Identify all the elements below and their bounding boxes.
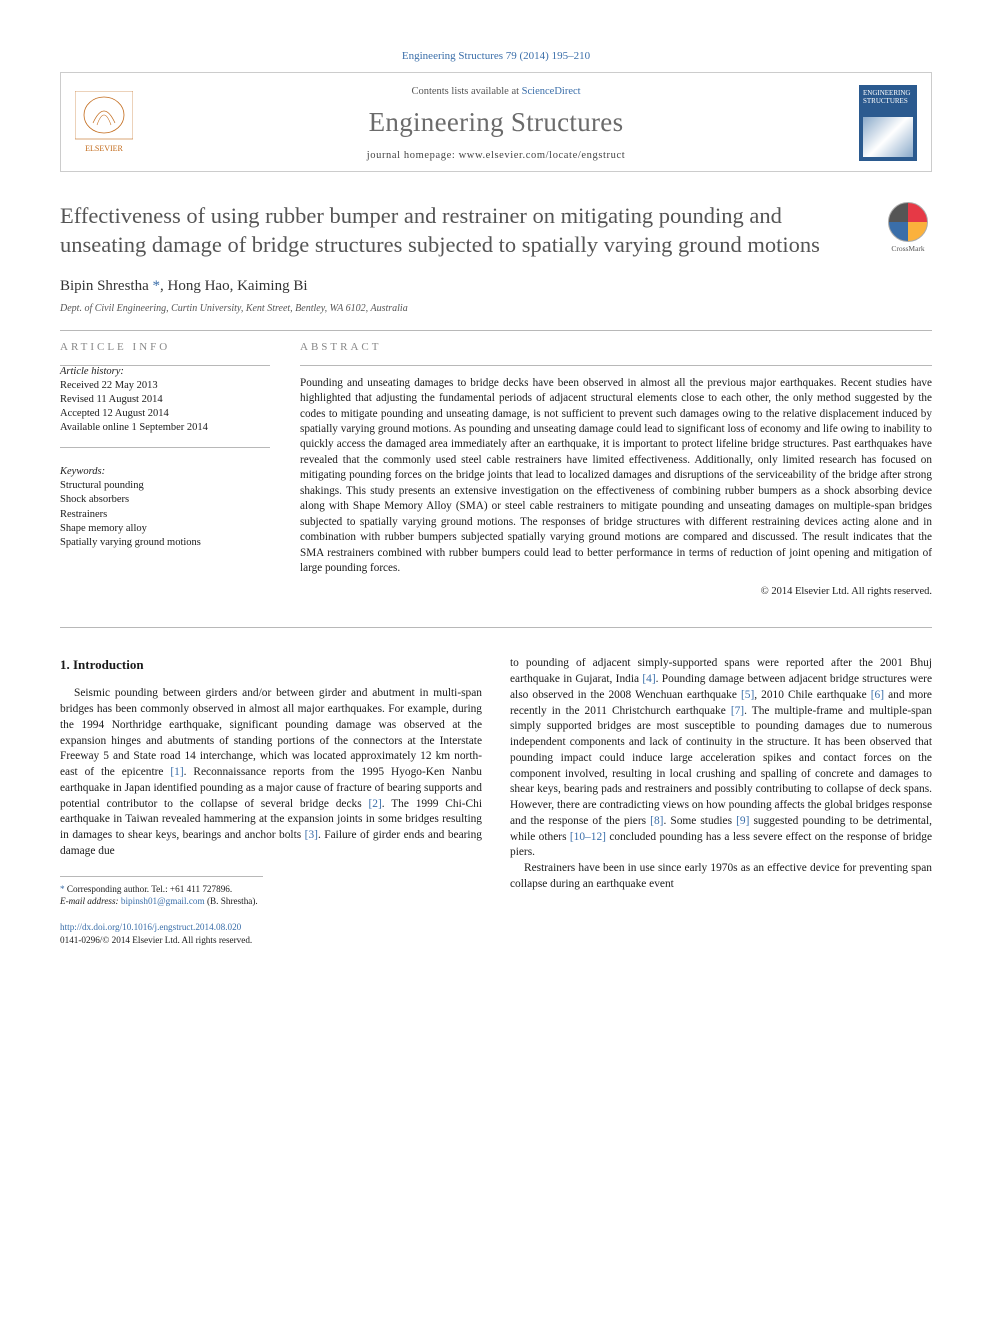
header-center: Contents lists available at ScienceDirec… (147, 86, 845, 161)
doi-block: http://dx.doi.org/10.1016/j.engstruct.20… (60, 921, 932, 947)
keywords-label: Keywords: (60, 466, 270, 477)
article-info-column: article info Article history: Received 2… (60, 341, 270, 598)
journal-header: ELSEVIER Contents lists available at Sci… (60, 72, 932, 172)
column-left: 1. Introduction Seismic pounding between… (60, 656, 482, 907)
citation-line: Engineering Structures 79 (2014) 195–210 (60, 50, 932, 62)
article-title: Effectiveness of using rubber bumper and… (60, 202, 866, 260)
ref-link[interactable]: [10–12] (570, 831, 606, 843)
keyword: Shock absorbers (60, 493, 270, 507)
ref-link[interactable]: [8] (650, 815, 663, 827)
homepage-line: journal homepage: www.elsevier.com/locat… (147, 150, 845, 161)
ref-link[interactable]: [9] (736, 815, 749, 827)
cover-image (863, 117, 913, 157)
abstract-text: Pounding and unseating damages to bridge… (300, 376, 932, 577)
history-online: Available online 1 September 2014 (60, 421, 270, 435)
issn-copyright: 0141-0296/© 2014 Elsevier Ltd. All right… (60, 935, 252, 945)
history-received: Received 22 May 2013 (60, 379, 270, 393)
divider (300, 365, 932, 366)
authors-line: Bipin Shrestha *, Hong Hao, Kaiming Bi (60, 278, 932, 295)
journal-name: Engineering Structures (147, 107, 845, 138)
history-accepted: Accepted 12 August 2014 (60, 407, 270, 421)
divider (60, 627, 932, 628)
contents-line: Contents lists available at ScienceDirec… (147, 86, 845, 97)
email-label: E-mail address: (60, 896, 121, 906)
body-paragraph: Restrainers have been in use since early… (510, 861, 932, 892)
contents-prefix: Contents lists available at (411, 86, 521, 97)
ref-link[interactable]: [5] (741, 689, 754, 701)
affiliation: Dept. of Civil Engineering, Curtin Unive… (60, 303, 932, 314)
column-right: to pounding of adjacent simply-supported… (510, 656, 932, 907)
elsevier-logo: ELSEVIER (75, 91, 133, 155)
body-columns: 1. Introduction Seismic pounding between… (60, 656, 932, 907)
crossmark-icon (888, 202, 928, 242)
corr-author-footnote: * Corresponding author. Tel.: +61 411 72… (60, 883, 263, 895)
crossmark-badge[interactable]: CrossMark (884, 202, 932, 253)
ref-link[interactable]: [4] (642, 673, 655, 685)
email-footnote: E-mail address: bipinsh01@gmail.com (B. … (60, 895, 263, 907)
body-paragraph: Seismic pounding between girders and/or … (60, 686, 482, 859)
corr-marker: * (153, 278, 161, 294)
cover-label: ENGINEERING STRUCTURES (863, 89, 913, 105)
footnotes: * Corresponding author. Tel.: +61 411 72… (60, 876, 263, 908)
divider (60, 447, 270, 448)
abstract-label: abstract (300, 341, 932, 353)
ref-link[interactable]: [3] (305, 829, 318, 841)
email-suffix: (B. Shrestha). (205, 896, 258, 906)
ref-link[interactable]: [1] (170, 766, 183, 778)
abstract-column: abstract Pounding and unseating damages … (300, 341, 932, 598)
ref-link[interactable]: [6] (871, 689, 884, 701)
keyword: Restrainers (60, 508, 270, 522)
copyright-line: © 2014 Elsevier Ltd. All rights reserved… (300, 586, 932, 597)
sciencedirect-link[interactable]: ScienceDirect (522, 86, 581, 97)
homepage-url[interactable]: www.elsevier.com/locate/engstruct (459, 150, 626, 161)
article-info-label: article info (60, 341, 270, 353)
ref-link[interactable]: [7] (731, 705, 744, 717)
ref-link[interactable]: [2] (368, 798, 381, 810)
history-revised: Revised 11 August 2014 (60, 393, 270, 407)
email-link[interactable]: bipinsh01@gmail.com (121, 896, 205, 906)
svg-text:ELSEVIER: ELSEVIER (85, 144, 123, 153)
crossmark-label: CrossMark (884, 244, 932, 253)
journal-cover-thumbnail: ENGINEERING STRUCTURES (859, 85, 917, 161)
history-label: Article history: (60, 366, 270, 377)
divider (60, 330, 932, 331)
keyword: Shape memory alloy (60, 522, 270, 536)
doi-link[interactable]: http://dx.doi.org/10.1016/j.engstruct.20… (60, 922, 241, 932)
keyword: Spatially varying ground motions (60, 536, 270, 550)
body-paragraph: to pounding of adjacent simply-supported… (510, 656, 932, 861)
homepage-prefix: journal homepage: (367, 150, 459, 161)
keyword: Structural pounding (60, 479, 270, 493)
intro-heading: 1. Introduction (60, 656, 482, 674)
citation-text: Engineering Structures 79 (2014) 195–210 (402, 50, 590, 62)
